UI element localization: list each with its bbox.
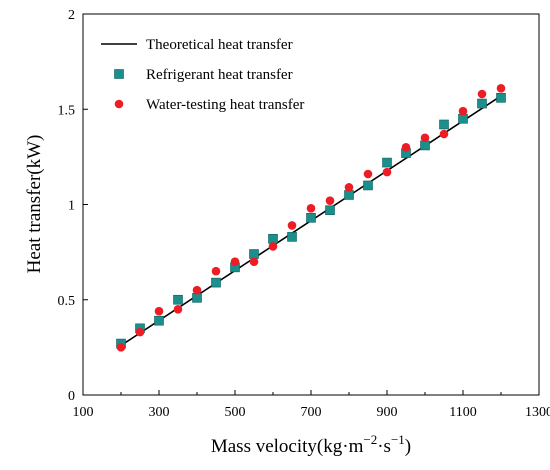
- refrigerant-point: [477, 98, 487, 109]
- y-tick-label: 0.5: [58, 294, 76, 309]
- refrigerant-point: [420, 140, 430, 151]
- refrigerant-point: [363, 180, 373, 191]
- water-testing-point: [325, 196, 335, 205]
- x-tick-label: 900: [377, 405, 398, 420]
- refrigerant-point: [439, 119, 449, 130]
- water-testing-point: [154, 306, 164, 316]
- legend-item: Theoretical heat transfer: [101, 37, 293, 53]
- series-layer: [116, 83, 506, 352]
- water-testing-point: [268, 242, 278, 251]
- y-tick-label: 1.5: [58, 103, 76, 118]
- y-axis-ticks: 0 0.5 1 1.5 2: [58, 8, 88, 404]
- legend-circle-swatch: [114, 99, 124, 109]
- water-testing-point: [116, 343, 126, 352]
- refrigerant-point: [325, 205, 335, 216]
- water-testing-point: [287, 221, 297, 230]
- water-testing-point: [249, 257, 259, 266]
- refrigerant-point: [496, 93, 506, 103]
- water-testing-point: [382, 167, 392, 177]
- water-testing-point: [477, 89, 487, 99]
- x-tick-label: 500: [225, 405, 246, 420]
- water-testing-point: [363, 169, 373, 179]
- water-testing-point: [496, 83, 506, 93]
- x-tick-label: 700: [301, 405, 322, 420]
- refrigerant-point: [249, 249, 259, 259]
- water-testing-point: [173, 304, 183, 314]
- x-tick-label: 1300: [525, 405, 550, 420]
- refrigerant-point: [268, 233, 278, 244]
- y-axis-title: Heat transfer(kW): [24, 135, 45, 274]
- legend-label: Refrigerant heat transfer: [146, 67, 293, 83]
- water-testing-point: [230, 257, 240, 266]
- x-tick-label: 100: [73, 405, 94, 420]
- water-testing-point: [420, 133, 430, 143]
- x-axis-ticks: 100 300 500 700 900 1100 1300: [73, 390, 550, 420]
- legend-item: Refrigerant heat transfer: [114, 67, 293, 83]
- water-testing-point: [344, 183, 354, 192]
- legend: Theoretical heat transfer Refrigerant hea…: [101, 37, 304, 113]
- x-tick-label: 1100: [449, 405, 476, 420]
- y-tick-label: 1: [68, 199, 75, 214]
- refrigerant-point: [173, 294, 183, 305]
- refrigerant-point: [192, 293, 202, 303]
- water-testing-point: [439, 129, 449, 139]
- refrigerant-point: [154, 315, 164, 326]
- water-testing-point: [401, 143, 411, 152]
- legend-square-swatch: [114, 69, 124, 79]
- refrigerant-point: [211, 277, 221, 288]
- y-tick-label: 2: [68, 8, 75, 23]
- water-testing-point: [192, 285, 202, 295]
- refrigerant-point: [458, 113, 468, 124]
- water-testing-point: [458, 106, 468, 116]
- refrigerant-point: [344, 190, 354, 200]
- legend-label: Water-testing heat transfer: [146, 97, 304, 113]
- refrigerant-point: [306, 213, 316, 223]
- x-axis-title: Mass velocity(kg·m−2·s−1): [211, 432, 411, 457]
- legend-item: Water-testing heat transfer: [114, 97, 304, 113]
- water-testing-point: [306, 204, 316, 213]
- refrigerant-point: [382, 157, 392, 168]
- water-testing-point: [211, 266, 221, 276]
- legend-label: Theoretical heat transfer: [146, 37, 293, 53]
- series-circle: [116, 83, 506, 352]
- refrigerant-point: [287, 232, 297, 242]
- water-testing-point: [135, 327, 145, 337]
- x-tick-label: 300: [149, 405, 170, 420]
- y-tick-label: 0: [68, 389, 75, 404]
